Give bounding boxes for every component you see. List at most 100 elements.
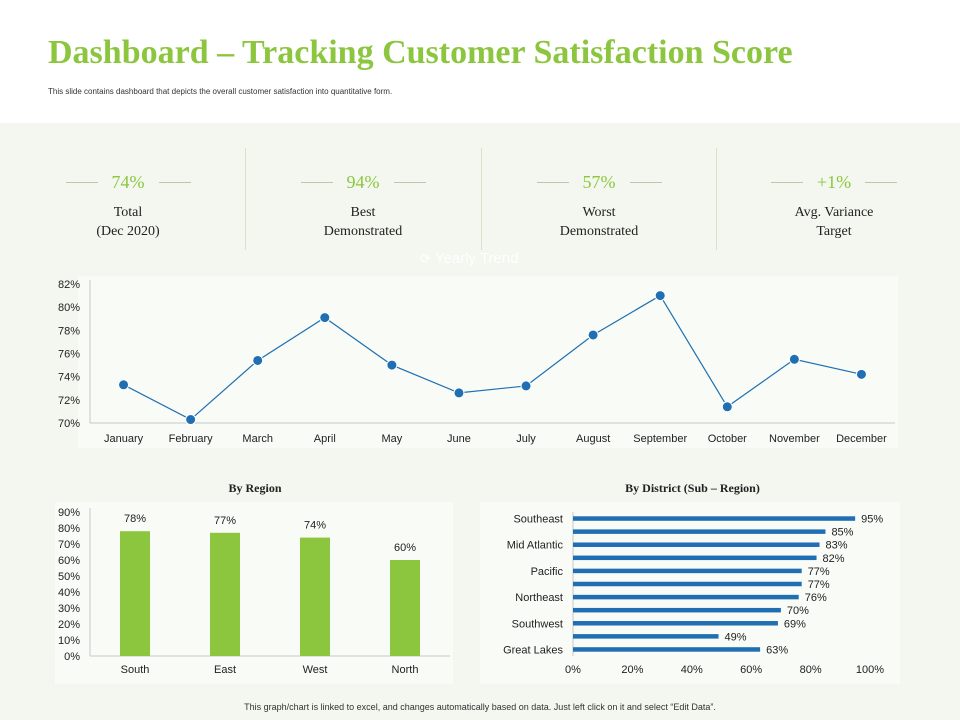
kpi-rule-left	[65, 182, 98, 183]
district-bar	[573, 581, 802, 587]
bar-data-label: 76%	[805, 592, 827, 604]
y-tick-label: Southeast	[513, 514, 563, 526]
kpi-rule-left	[300, 182, 333, 183]
y-tick-label: Great Lakes	[503, 644, 563, 656]
by-district-bar-chart: 0% 20% 40% 60% 80% 100% 95% Southeast 85%83% Mid …	[480, 502, 900, 684]
y-tick-label: 0%	[64, 651, 80, 663]
x-tick-label: May	[381, 433, 402, 445]
page-title: Dashboard – Tracking Customer Satisfacti…	[48, 34, 793, 71]
footer-note: This graph/chart is linked to excel, and…	[244, 702, 716, 712]
kpi-divider	[245, 148, 246, 250]
district-bar	[573, 647, 761, 652]
data-point	[788, 353, 800, 365]
data-point	[520, 380, 532, 392]
y-tick-label: 30%	[58, 603, 80, 615]
x-tick-label: 60%	[740, 664, 762, 676]
page-subtitle: This slide contains dashboard that depic…	[48, 87, 393, 96]
district-chart-title: By District (Sub – Region)	[625, 481, 760, 495]
x-tick-label: 20%	[621, 664, 643, 676]
data-point	[453, 387, 465, 399]
x-tick-label: 40%	[681, 664, 703, 676]
x-tick-label: September	[633, 433, 687, 445]
bar-south	[120, 531, 150, 656]
trend-line	[123, 294, 862, 421]
bar-data-label: 49%	[725, 631, 747, 643]
x-tick-label: January	[104, 433, 144, 445]
y-tick-label: 80%	[58, 302, 80, 314]
kpi-rule-left	[770, 182, 803, 183]
kpi-label: Total (Dec 2020)	[96, 205, 160, 239]
y-tick-label: Mid Atlantic	[507, 540, 564, 552]
region-chart-title: By Region	[228, 481, 282, 495]
y-tick-label: 40%	[58, 587, 80, 599]
bar-data-label: 77%	[808, 579, 830, 591]
bar-data-label: 85%	[831, 527, 853, 539]
bar-west	[300, 537, 330, 656]
data-point	[855, 368, 867, 380]
data-point	[118, 379, 130, 391]
bar-data-label: 69%	[784, 618, 806, 630]
y-tick-label: 50%	[58, 571, 80, 583]
kpi-rule-right	[629, 182, 662, 183]
bar-data-label: 70%	[787, 605, 809, 617]
yearly-trend-watermark: ⟳ Yearly Trend	[420, 250, 519, 267]
y-tick-label: 10%	[58, 635, 80, 647]
data-point	[721, 401, 733, 413]
x-tick-label: 100%	[856, 664, 884, 676]
x-tick-label: July	[516, 433, 536, 445]
y-tick-label: 82%	[58, 279, 80, 291]
kpi-rule-right	[158, 182, 191, 183]
kpi-avg-variance-target: +1% Avg. Variance Target	[716, 148, 952, 253]
y-tick-label: Northeast	[515, 592, 563, 604]
x-tick-label: December	[836, 433, 887, 445]
data-point	[386, 359, 398, 371]
kpi-divider	[716, 148, 717, 250]
x-tick-label: October	[708, 433, 747, 445]
data-point	[252, 354, 264, 366]
y-tick-label: 76%	[58, 349, 80, 361]
line-chart-bg	[78, 276, 898, 448]
kpi-label: Best Demonstrated	[323, 205, 403, 239]
x-tick-label: April	[314, 433, 336, 445]
y-tick-label: Pacific	[531, 566, 564, 578]
district-bar	[573, 555, 817, 561]
x-tick-label: East	[214, 664, 236, 676]
district-bar	[573, 529, 826, 534]
bar-data-label: 77%	[214, 515, 236, 527]
data-point	[587, 329, 599, 341]
bar-data-label: 95%	[861, 514, 883, 526]
y-tick-label: 70%	[58, 539, 80, 551]
x-tick-label: March	[242, 433, 273, 445]
kpi-value: 94%	[346, 172, 380, 192]
x-tick-label: November	[769, 433, 820, 445]
bar-data-label: 74%	[304, 520, 326, 532]
bar-north	[390, 560, 420, 656]
watermark-text: Yearly Trend	[434, 250, 519, 267]
x-tick-label: June	[447, 433, 471, 445]
y-tick-label: 90%	[58, 507, 80, 519]
district-bar	[573, 594, 799, 600]
kpi-rule-right	[393, 182, 426, 183]
y-tick-label: 80%	[58, 523, 80, 535]
kpi-worst-demonstrated: 57% Worst Demonstrated	[481, 148, 717, 253]
kpi-best-demonstrated: 94% Best Demonstrated	[245, 148, 481, 253]
x-tick-label: 0%	[565, 664, 581, 676]
bar-data-label: 82%	[823, 553, 845, 565]
district-bar	[573, 634, 719, 639]
y-tick-label: 70%	[58, 418, 80, 430]
kpi-divider	[481, 148, 482, 250]
y-tick-label: 20%	[58, 619, 80, 631]
x-tick-label: 80%	[800, 664, 822, 676]
bar-data-label: 83%	[826, 540, 848, 552]
district-bar	[573, 516, 856, 521]
dashboard-panel	[0, 123, 960, 720]
bar-data-label: 63%	[766, 644, 788, 656]
bar-data-label: 78%	[124, 513, 146, 525]
kpi-value: 57%	[582, 172, 616, 192]
x-tick-label: February	[169, 433, 214, 445]
bar-data-label: 77%	[808, 566, 830, 578]
y-tick-label: 74%	[58, 372, 80, 384]
district-bar	[573, 542, 820, 547]
kpi-value: +1%	[816, 172, 852, 192]
